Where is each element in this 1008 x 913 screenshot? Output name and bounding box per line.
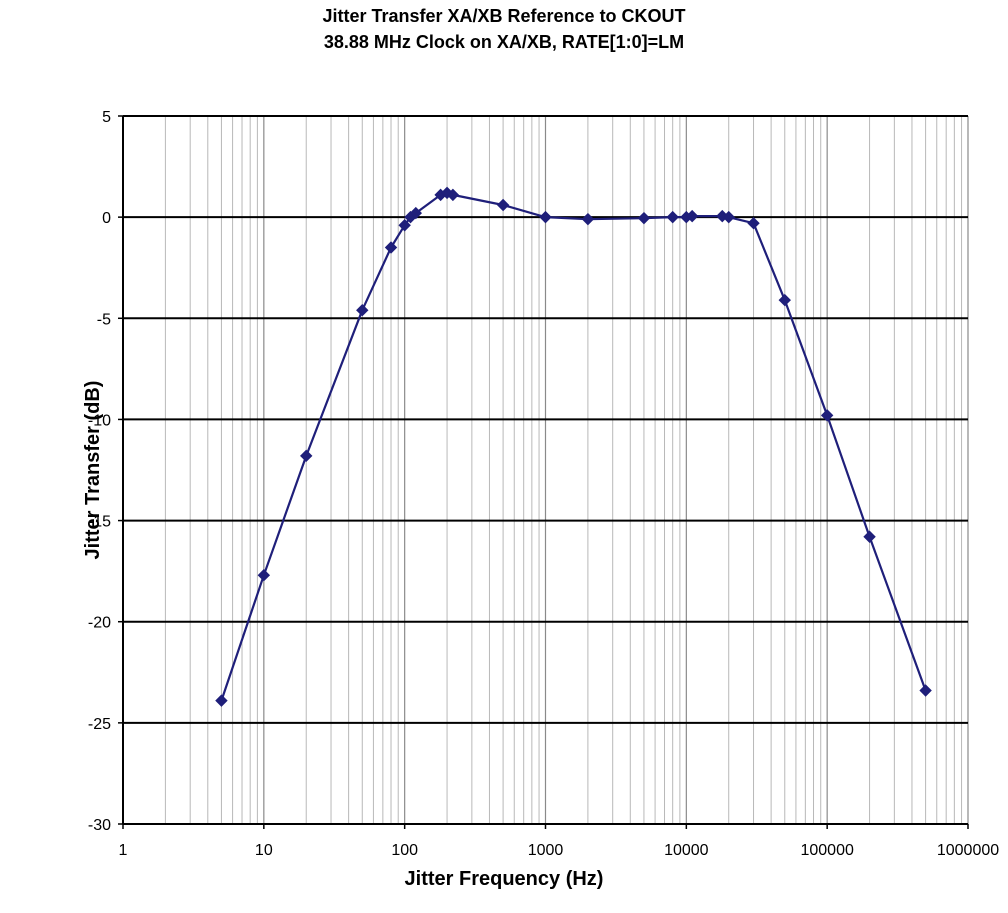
x-tick-labels: 1 10 100 1000 10000 100000 1000000 bbox=[119, 842, 1000, 859]
data-point bbox=[539, 210, 552, 224]
data-point bbox=[398, 219, 411, 232]
data-point bbox=[215, 694, 228, 707]
y-tick-label: -20 bbox=[88, 615, 111, 632]
data-point bbox=[747, 217, 760, 230]
x-tick-label: 10000 bbox=[664, 842, 709, 859]
y-axis-label: Jitter Transfer (dB) bbox=[81, 380, 104, 560]
x-tick-label: 100000 bbox=[800, 842, 853, 859]
y-tick-labels: 5 0 -5 -10 -15 -20 -25 -30 bbox=[88, 109, 111, 834]
x-axis-label: Jitter Frequency (Hz) bbox=[404, 868, 604, 890]
y-tick-label: -5 bbox=[97, 311, 111, 328]
data-point bbox=[409, 206, 423, 220]
data-point bbox=[722, 210, 735, 224]
data-point bbox=[384, 241, 398, 254]
y-tick-label: 5 bbox=[102, 109, 111, 126]
series-line bbox=[220, 191, 927, 701]
x-tick-label: 100 bbox=[391, 842, 418, 859]
data-point bbox=[496, 198, 510, 212]
data-point bbox=[685, 209, 699, 223]
chart-title: Jitter Transfer XA/XB Reference to CKOUT bbox=[322, 6, 686, 26]
x-tick-label: 1 bbox=[119, 842, 128, 859]
axes bbox=[118, 115, 969, 829]
y-tick-label: 0 bbox=[102, 210, 111, 227]
data-point bbox=[257, 568, 271, 582]
minor-gridlines bbox=[122, 116, 969, 824]
y-tick-label: -15 bbox=[88, 514, 111, 531]
data-point bbox=[778, 293, 791, 307]
data-point bbox=[637, 211, 651, 225]
data-point bbox=[300, 449, 313, 463]
chart-subtitle: 38.88 MHz Clock on XA/XB, RATE[1:0]=LM bbox=[323, 32, 685, 52]
data-point bbox=[919, 684, 932, 697]
data-point bbox=[863, 530, 876, 543]
data-point bbox=[356, 303, 369, 317]
x-tick-label: 1000000 bbox=[937, 842, 999, 859]
y-tick-label: -30 bbox=[88, 817, 111, 834]
x-tick-label: 1000 bbox=[528, 842, 564, 859]
y-tick-label: -25 bbox=[88, 716, 111, 733]
data-point bbox=[581, 212, 595, 226]
y-tick-label: -10 bbox=[88, 412, 111, 429]
data-point bbox=[820, 409, 834, 422]
series-group bbox=[215, 186, 932, 707]
data-point bbox=[666, 210, 679, 224]
data-point bbox=[446, 188, 460, 202]
x-tick-label: 10 bbox=[255, 842, 273, 859]
